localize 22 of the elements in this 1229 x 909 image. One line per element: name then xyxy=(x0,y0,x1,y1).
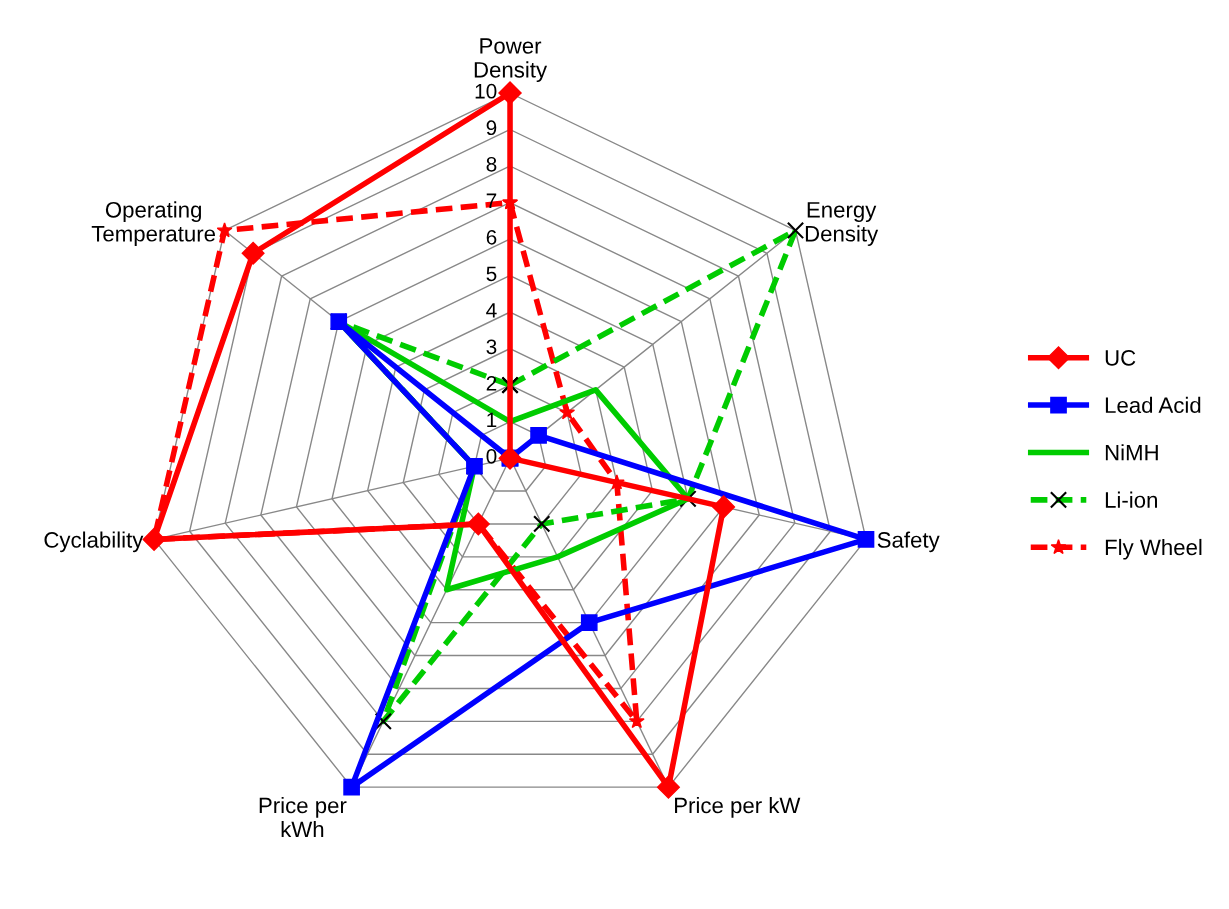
y-tick-label: 10 xyxy=(475,83,497,99)
spoke-label: Operating Temperature xyxy=(91,201,216,246)
y-tick-label: 5 xyxy=(486,266,497,282)
y-tick-label: 1 xyxy=(487,412,497,428)
y-tick-label: 8 xyxy=(486,156,497,172)
y-tick-label: 4 xyxy=(486,303,497,318)
y-tick-label: 3 xyxy=(486,339,497,355)
y-tick-label: 2 xyxy=(486,375,497,391)
spoke-label: Power Density xyxy=(474,38,548,83)
spoke-label: Price per kWh xyxy=(259,797,347,838)
y-tick-label: 0 xyxy=(486,448,497,464)
spoke-label: Safety xyxy=(877,531,940,553)
y-tick-label: 9 xyxy=(486,120,497,136)
legend-label: Li-ion xyxy=(1105,491,1157,508)
spoke-label: Energy Density xyxy=(805,202,879,246)
y-tick-label: 6 xyxy=(486,229,497,245)
legend-label: Fly Wheel xyxy=(1105,538,1202,560)
spoke-label: Price per kW xyxy=(675,797,801,818)
spoke-label: Cyclability xyxy=(44,531,144,553)
legend-label: NiMH xyxy=(1105,444,1158,461)
legend-label: UC xyxy=(1105,349,1136,366)
legend-label: Lead Acid xyxy=(1105,396,1201,414)
